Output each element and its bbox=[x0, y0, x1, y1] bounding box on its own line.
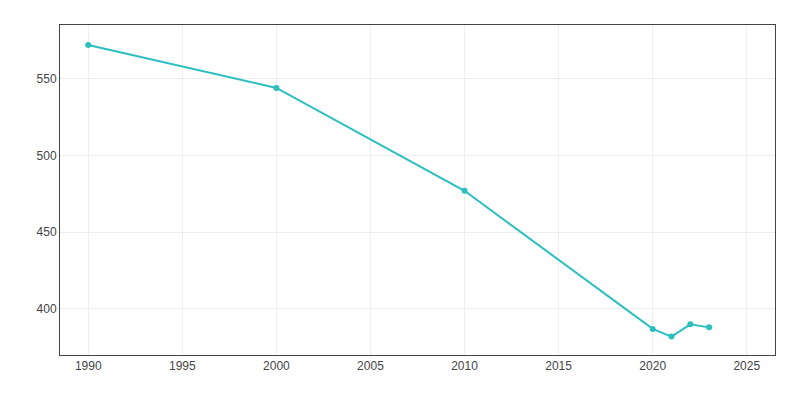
svg-text:2010: 2010 bbox=[451, 359, 478, 373]
svg-text:500: 500 bbox=[37, 149, 57, 163]
svg-text:1990: 1990 bbox=[75, 359, 102, 373]
svg-text:1995: 1995 bbox=[169, 359, 196, 373]
svg-text:2020: 2020 bbox=[639, 359, 666, 373]
svg-text:2005: 2005 bbox=[357, 359, 384, 373]
svg-text:550: 550 bbox=[37, 72, 57, 86]
svg-text:2015: 2015 bbox=[545, 359, 572, 373]
svg-text:450: 450 bbox=[37, 225, 57, 239]
svg-text:400: 400 bbox=[37, 302, 57, 316]
svg-text:2025: 2025 bbox=[733, 359, 760, 373]
svg-text:2000: 2000 bbox=[263, 359, 290, 373]
